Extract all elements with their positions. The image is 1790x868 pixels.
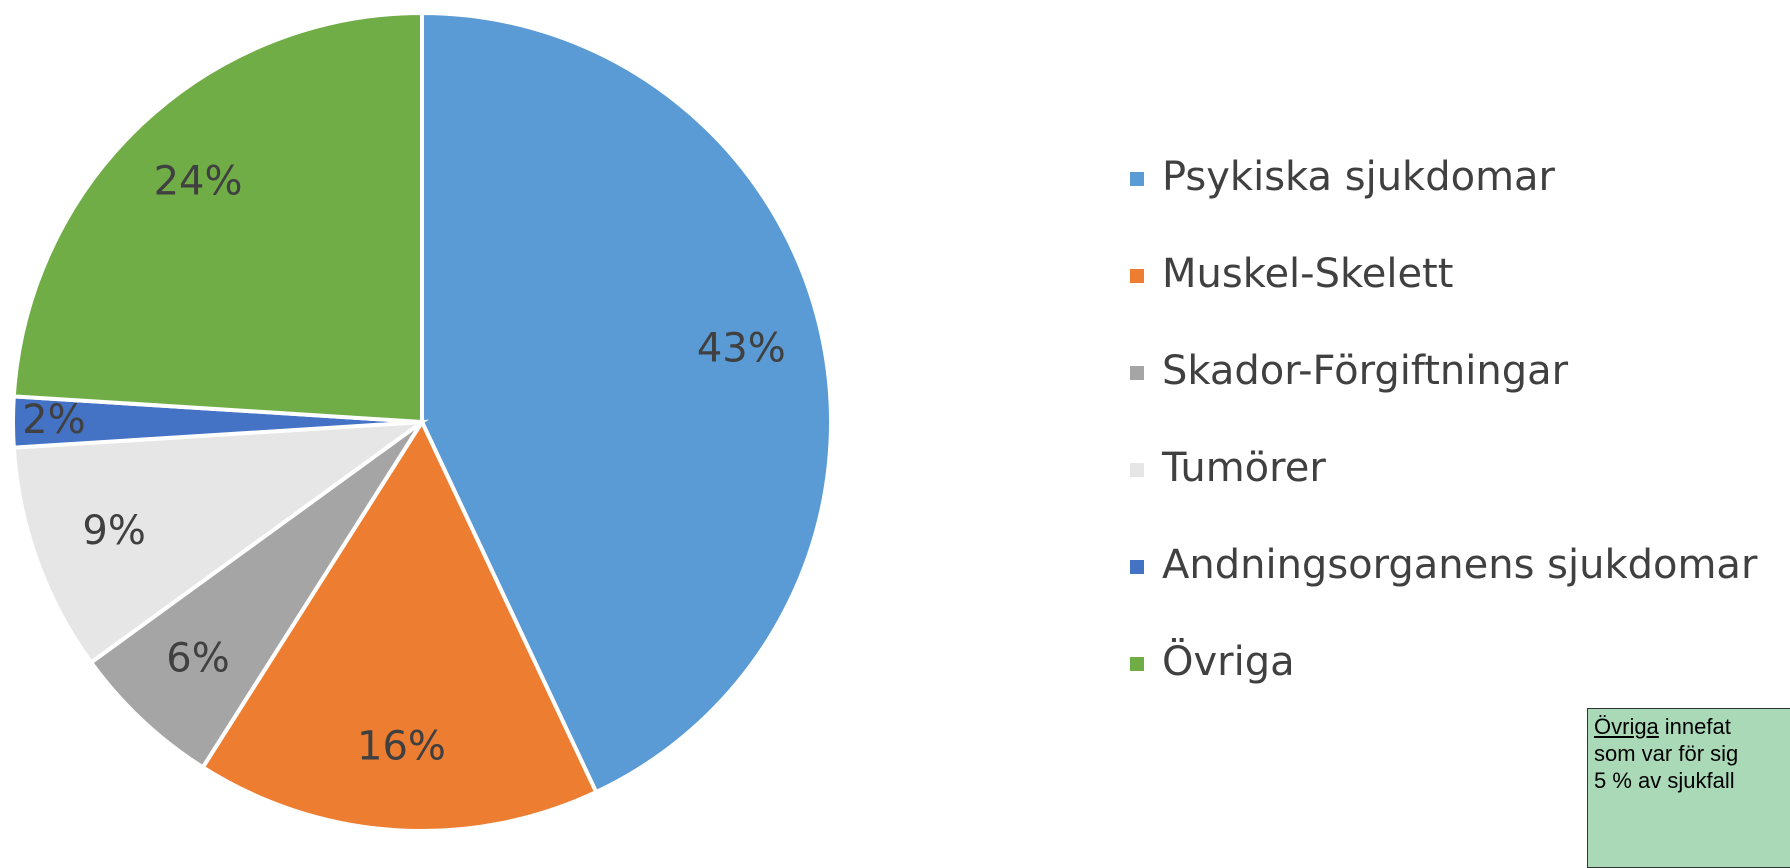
legend-swatch <box>1130 269 1144 283</box>
chart: 43% 16% 6% 9% 2% 24% Psykiska sjukdomar Muskel-… <box>11 10 1758 831</box>
note-box: Övriga innefat som var för sig 5 % av sju… <box>1587 708 1790 868</box>
data-label: 6% <box>166 636 229 682</box>
legend-swatch <box>1130 463 1144 477</box>
note-line: 5 % av sjukfall <box>1594 768 1735 793</box>
legend-swatch <box>1130 366 1144 380</box>
data-label: 9% <box>82 508 145 554</box>
data-label: 16% <box>357 724 446 770</box>
legend-label: Muskel-Skelett <box>1162 251 1453 297</box>
note-line: Övriga innefat <box>1594 713 1790 740</box>
pie-slice <box>200 417 599 831</box>
pie-slice <box>11 10 424 425</box>
legend-label: Tumörer <box>1161 445 1326 491</box>
pie-slice <box>88 420 424 771</box>
legend-label: Psykiska sjukdomar <box>1162 154 1556 200</box>
data-label: 2% <box>22 397 85 443</box>
data-label: 43% <box>697 326 786 372</box>
legend-label: Övriga <box>1162 637 1295 685</box>
legend-swatch <box>1130 560 1144 574</box>
pie-slice <box>11 419 429 666</box>
data-label: 24% <box>154 158 243 204</box>
pie-slice <box>420 10 833 795</box>
legend-swatch <box>1130 657 1144 671</box>
note-emphasis: Övriga <box>1594 714 1659 739</box>
page: 43% 16% 6% 9% 2% 24% Psykiska sjukdomar Muskel-… <box>11 10 1790 868</box>
legend-label: Andningsorganens sjukdomar <box>1162 542 1758 588</box>
note-text: innefat <box>1664 714 1731 739</box>
legend-label: Skador-Förgiftningar <box>1162 348 1569 394</box>
note-line: som var för sig <box>1594 741 1739 766</box>
legend-swatch <box>1130 172 1144 186</box>
